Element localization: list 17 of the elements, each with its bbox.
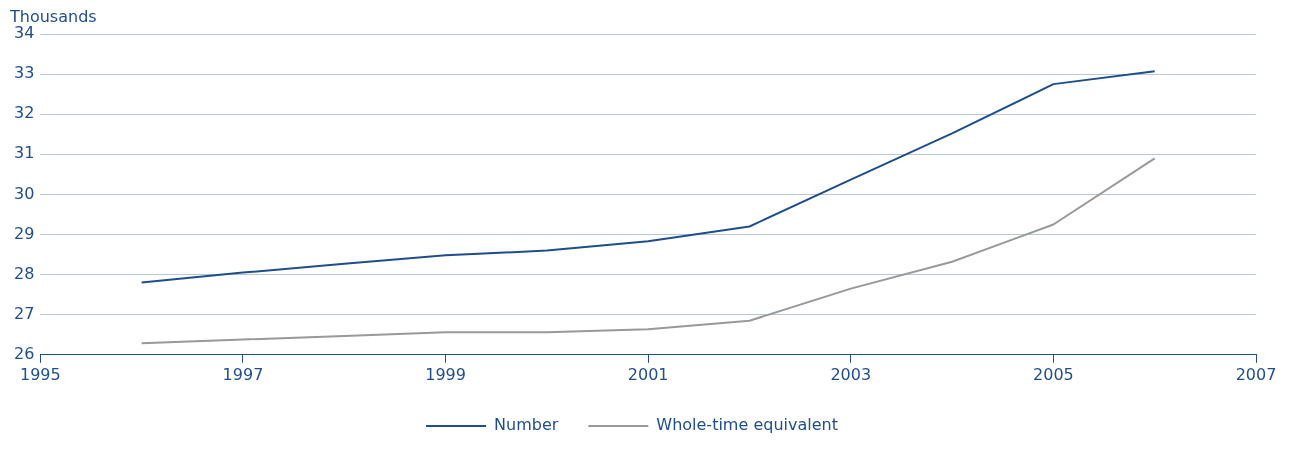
y-tick-label: 27	[14, 303, 35, 323]
y-tick-label: 33	[14, 63, 35, 83]
legend-label: Number	[494, 415, 559, 435]
x-tick-label: 1997	[222, 364, 264, 384]
x-tick-label: 2003	[830, 364, 872, 384]
x-tick-label: 2007	[1235, 364, 1277, 384]
y-tick-label: 31	[14, 143, 35, 163]
y-tick-label: 28	[14, 263, 35, 283]
x-tick-label: 1999	[425, 364, 466, 384]
x-tick-label: 1995	[20, 364, 61, 384]
x-tick-label: 2001	[627, 364, 669, 384]
y-tick-label: 32	[14, 103, 35, 123]
y-tick-label: 26	[14, 343, 35, 363]
y-tick-label: 29	[14, 223, 35, 243]
legend-label: Whole-time equivalent	[656, 415, 838, 435]
y-tick-label: 30	[14, 183, 35, 203]
x-tick-label: 2005	[1033, 364, 1074, 384]
